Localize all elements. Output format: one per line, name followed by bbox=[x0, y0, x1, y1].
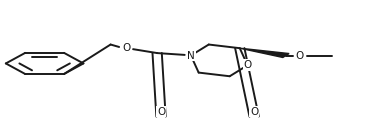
Text: O: O bbox=[122, 43, 130, 53]
Text: O: O bbox=[243, 60, 252, 70]
Text: O: O bbox=[250, 107, 258, 117]
Text: N: N bbox=[187, 51, 195, 61]
Text: N: N bbox=[187, 51, 195, 61]
Text: O: O bbox=[295, 51, 304, 61]
Text: O: O bbox=[157, 107, 165, 117]
Polygon shape bbox=[240, 48, 289, 57]
